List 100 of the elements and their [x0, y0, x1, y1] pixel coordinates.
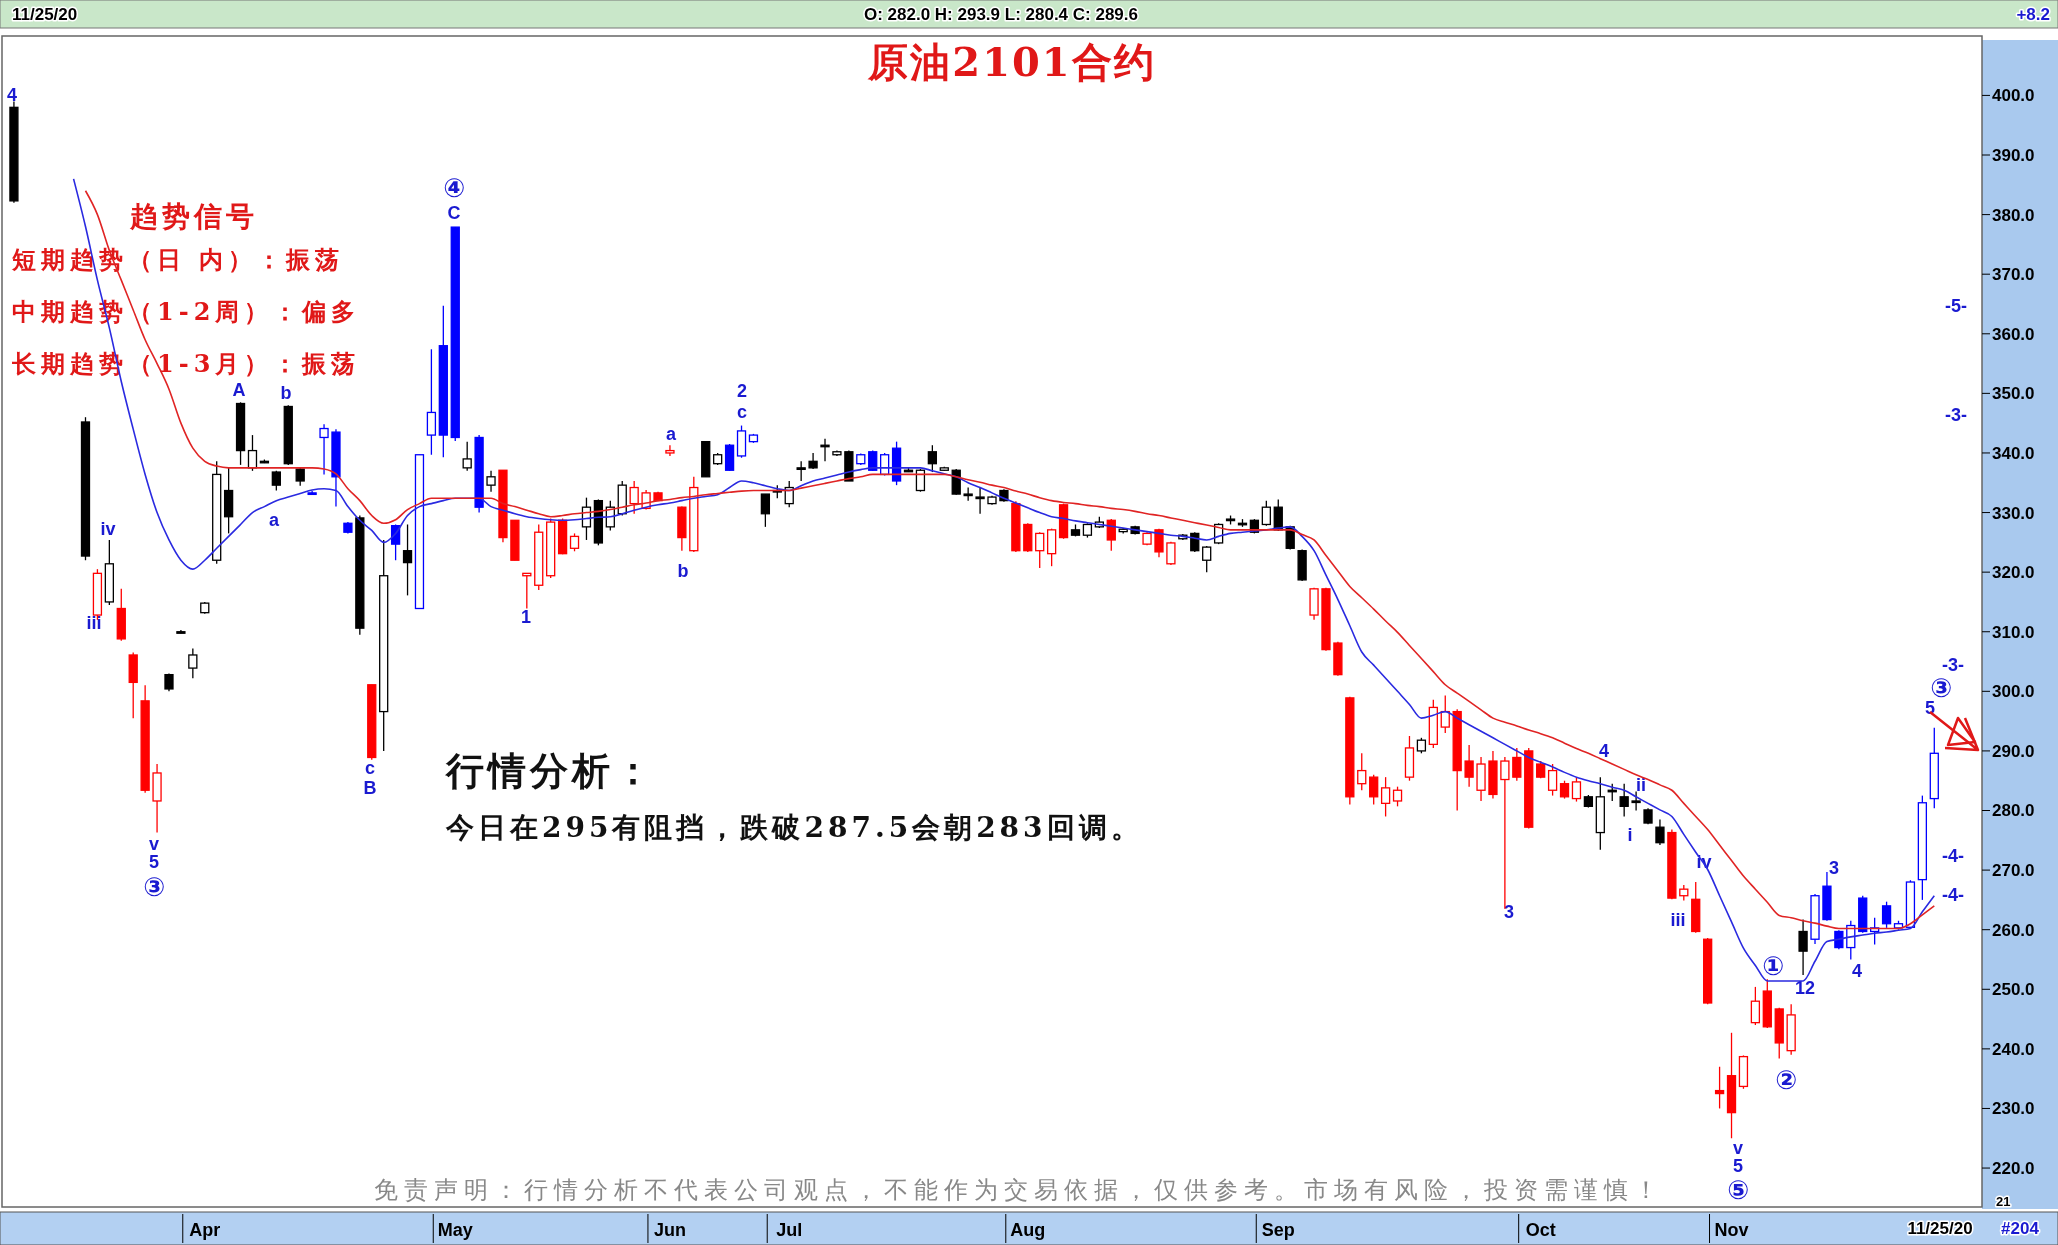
text: O: 282.0 H: 293.9 L: 280.4 C: 289.6: [863, 5, 1139, 24]
candlestick: [1619, 783, 1629, 818]
candlestick: [1369, 774, 1379, 806]
y-tick-label: 390.0: [1992, 145, 2035, 165]
annotation: 2: [736, 381, 748, 402]
candlestick: [760, 493, 771, 528]
y-tick-label: 290.0: [1992, 741, 2035, 761]
candlestick: [963, 486, 973, 502]
annotation: 1: [520, 607, 532, 628]
candlestick: [1357, 752, 1367, 791]
annotation: iii: [1670, 910, 1686, 931]
text: 21: [1996, 1194, 2011, 1209]
annotation: 5: [1924, 698, 1936, 719]
candlestick: [1631, 790, 1641, 812]
annotation: ③: [142, 872, 166, 903]
y-tick-label: 220.0: [1992, 1159, 2035, 1178]
annotation: v: [1732, 1138, 1744, 1159]
candlestick: [402, 523, 413, 597]
x-tick-label: Nov: [1714, 1220, 1749, 1240]
candlestick: [975, 486, 985, 515]
annotation: ②: [1774, 1065, 1798, 1096]
annotation: c: [364, 758, 376, 779]
x-tick-label: Jul: [776, 1220, 803, 1240]
annotation: 4: [1598, 741, 1610, 762]
annotation: C: [447, 203, 461, 224]
candlestick: [629, 480, 639, 515]
annotation: B: [363, 778, 377, 799]
candlestick: [1464, 744, 1474, 788]
candlestick: [1655, 818, 1665, 846]
candlestick: [426, 348, 437, 456]
candlestick: [1881, 901, 1892, 929]
annotation: ii: [1635, 775, 1647, 796]
annotation: b: [677, 561, 689, 582]
y-tick-label: 380.0: [1992, 205, 2035, 225]
y-tick-label: 300.0: [1992, 682, 2035, 702]
y-tick-label: 360.0: [1992, 324, 2035, 344]
x-tick-label: Apr: [189, 1220, 221, 1240]
x-tick-label: Aug: [1010, 1220, 1046, 1240]
text: #204: [2001, 1219, 2040, 1238]
y-tick-label: 340.0: [1992, 443, 2035, 463]
x-tick-label: Oct: [1525, 1220, 1556, 1240]
x-tick-label: Sep: [1261, 1220, 1295, 1240]
candlestick: [927, 444, 938, 473]
chart-title: 原油2101合约: [867, 38, 1156, 85]
annotation: iv: [100, 519, 116, 540]
annotation: ⑤: [1726, 1175, 1750, 1206]
annotation: i: [1627, 825, 1633, 846]
y-tick-label: 280.0: [1992, 801, 2035, 821]
annotation: ①: [1761, 951, 1785, 982]
candlestick: [1380, 776, 1391, 818]
candlestick: [486, 470, 496, 493]
y-tick-label: 350.0: [1992, 384, 2035, 404]
y-tick-label: 260.0: [1992, 920, 2035, 940]
y-tick-label: 320.0: [1992, 563, 2035, 583]
annotation: 4: [1851, 961, 1863, 982]
candlestick: [319, 423, 329, 476]
y-tick-label: 270.0: [1992, 861, 2035, 881]
candlestick: [796, 460, 806, 482]
candlestick: [1106, 518, 1116, 552]
x-tick-label: May: [437, 1220, 473, 1240]
annotation: 5: [1732, 1156, 1744, 1177]
candlestick: [1547, 763, 1558, 797]
candlestick: [1512, 747, 1522, 782]
annotation: 3: [1828, 858, 1840, 879]
y-tick-label: 310.0: [1992, 622, 2035, 642]
candlestick: [1035, 531, 1045, 569]
annotation: A: [232, 380, 246, 401]
annotation: a: [268, 510, 280, 531]
candlestick: [665, 444, 675, 457]
annotation: v: [148, 834, 160, 855]
text: -4-: [1942, 846, 1964, 867]
candlestick: [1202, 545, 1212, 573]
candlestick: [188, 647, 198, 679]
x-tick-label: Jun: [653, 1220, 686, 1240]
annotation: a: [665, 424, 677, 445]
candlestick: [1261, 499, 1271, 527]
text: -3-: [1945, 405, 1967, 426]
annotation: 趋势信号: [129, 200, 258, 233]
text: 11/25/20: [1907, 1219, 1973, 1238]
annotation: b: [280, 383, 292, 404]
annotation: 免责声明：行情分析不代表公司观点，不能作为交易依据，仅供参考。市场有风险，投资需谨慎！: [374, 1176, 1664, 1204]
annotation: 4: [6, 85, 18, 106]
candlestick: [1714, 1066, 1725, 1110]
candlestick: [1440, 694, 1450, 734]
text: -3-: [1942, 655, 1964, 676]
candlestick: [462, 440, 472, 472]
text: -5-: [1945, 296, 1967, 317]
annotation: iii: [86, 613, 102, 634]
candlestick: [1571, 777, 1582, 803]
y-tick-label: 250.0: [1992, 980, 2035, 1000]
annotation: 5: [148, 852, 160, 873]
annotation: 今日在295有阻挡，跌破287.5会朝283回调。: [445, 811, 1143, 844]
y-tick-label: 240.0: [1992, 1039, 2035, 1059]
annotation: 行情分析：: [444, 748, 656, 793]
text: -4-: [1942, 885, 1964, 906]
annotation: c: [736, 402, 748, 423]
annotation: ④: [442, 173, 466, 204]
text: +8.2: [2016, 5, 2050, 24]
candlestick: [1392, 786, 1403, 807]
candlestick: [1750, 986, 1761, 1026]
